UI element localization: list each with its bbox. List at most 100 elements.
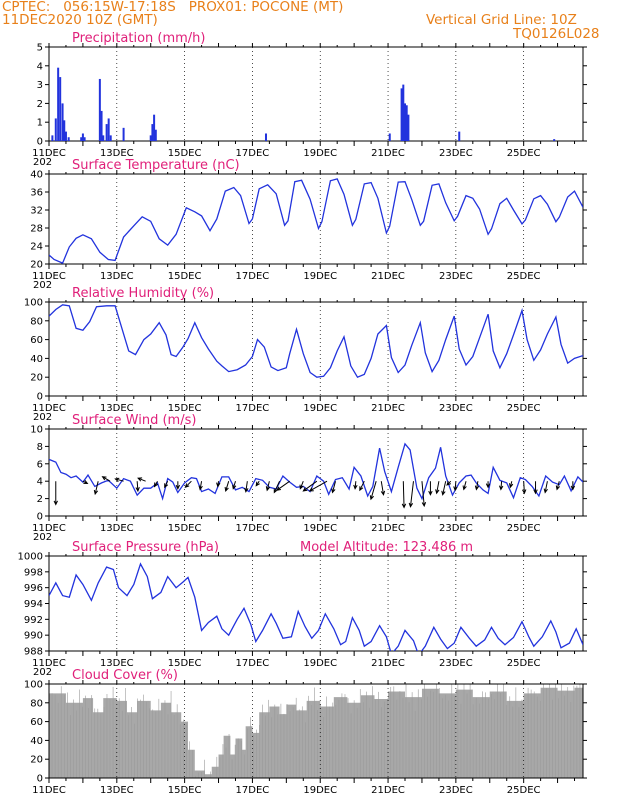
precip-bar xyxy=(151,124,154,141)
wind-vector-arrow xyxy=(137,477,146,482)
y-tick-label: 8 xyxy=(37,442,43,453)
panel-frame xyxy=(48,683,584,779)
wind-vector-arrow xyxy=(299,481,304,490)
x-tick-label: 25DEC xyxy=(507,523,541,534)
wind-vector-arrow xyxy=(474,481,480,491)
x-tick-label: 11DEC xyxy=(32,658,66,669)
wind-vector-arrow xyxy=(421,481,427,508)
x-tick-label: 25DEC xyxy=(507,148,541,159)
series-line xyxy=(49,442,583,501)
panel-3: 0 2 4 6 8 10 11DEC 13DEC 15DEC 17DEC 19DEC 21DEC 23D… xyxy=(30,413,587,543)
y-tick-label: 998 xyxy=(24,567,43,578)
precip-bar xyxy=(57,67,60,141)
wind-vector-arrow xyxy=(135,481,140,493)
wind-vector-arrow xyxy=(216,481,221,488)
y-tick-label: 4 xyxy=(37,61,43,72)
y-tick-label: 60 xyxy=(30,335,43,346)
wind-vector-arrow xyxy=(114,477,124,482)
wind-vector-arrow xyxy=(462,481,467,491)
wind-vector-arrow xyxy=(331,481,336,494)
y-tick-label: 28 xyxy=(30,224,43,235)
panel-4: 988 990 992 994 996 998 1000 11DEC 13DEC 15DEC 17D… xyxy=(18,540,587,678)
wind-vector-arrow xyxy=(435,481,440,495)
y-tick-label: 80 xyxy=(30,698,43,709)
precip-bar xyxy=(105,124,108,141)
wind-vector-arrow xyxy=(570,481,576,491)
y-tick-label: 32 xyxy=(30,206,43,217)
precip-bar xyxy=(51,135,54,141)
x-tick-label: 19DEC xyxy=(303,148,337,159)
x-tick-label: 21DEC xyxy=(371,148,405,159)
y-tick-label: 60 xyxy=(30,717,43,728)
x-tick-label: 19DEC xyxy=(303,785,337,796)
wind-vector-arrow xyxy=(164,480,169,489)
wind-vector-arrow xyxy=(244,481,249,493)
x-tick-label: 11DEC xyxy=(32,523,66,534)
precip-bar xyxy=(553,139,556,141)
year-label-cut: 202 xyxy=(33,412,52,423)
y-tick-label: 994 xyxy=(24,599,43,610)
x-tick-label: 25DEC xyxy=(507,658,541,669)
wind-vector-arrow xyxy=(533,481,538,495)
y-tick-label: 100 xyxy=(24,680,43,691)
x-tick-label: 19DEC xyxy=(303,658,337,669)
precip-bar xyxy=(109,135,112,141)
x-tick-label: 15DEC xyxy=(168,271,202,282)
wind-vector-arrow xyxy=(428,481,433,496)
x-tick-label: 17DEC xyxy=(236,403,270,414)
series-line xyxy=(49,178,583,264)
panel-title: Cloud Cover (%) xyxy=(72,668,178,683)
wind-vector-arrow xyxy=(522,481,527,495)
y-tick-label: 2 xyxy=(37,99,43,110)
x-tick-label: 25DEC xyxy=(507,403,541,414)
wind-vector-arrow xyxy=(380,481,386,496)
wind-vector-arrow xyxy=(308,480,328,492)
precip-bar xyxy=(264,133,267,141)
wind-vector-arrow xyxy=(302,480,318,492)
y-tick-label: 996 xyxy=(24,583,43,594)
y-tick-label: 24 xyxy=(30,242,43,253)
x-tick-label: 11DEC xyxy=(32,148,66,159)
x-tick-label: 21DEC xyxy=(371,523,405,534)
y-tick-label: 20 xyxy=(30,755,43,766)
y-tick-label: 988 xyxy=(24,647,43,658)
precip-bar xyxy=(149,135,152,141)
y-tick-label: 4 xyxy=(37,477,43,488)
panel-2: 0 20 40 60 80 100 11DEC 13DEC 15DEC 17DEC 19DEC 21D… xyxy=(24,286,587,423)
x-tick-label: 17DEC xyxy=(236,523,270,534)
wind-vector-arrow xyxy=(224,481,230,493)
precip-bar xyxy=(402,84,405,141)
wind-vector-arrow xyxy=(82,479,89,484)
x-tick-label: 13DEC xyxy=(100,523,134,534)
precip-bar xyxy=(61,103,64,141)
panel-frame xyxy=(48,555,584,652)
panel-title: Surface Pressure (hPa) xyxy=(72,540,219,555)
panel-title: Surface Wind (m/s) xyxy=(72,413,196,428)
x-tick-label: 13DEC xyxy=(100,785,134,796)
y-tick-label: 100 xyxy=(24,298,43,309)
wind-vector-arrow xyxy=(446,480,452,486)
precip-bar xyxy=(80,137,83,141)
y-tick-label: 20 xyxy=(30,260,43,271)
precip-bar xyxy=(388,133,391,141)
y-tick-label: 0 xyxy=(37,774,43,785)
y-tick-label: 2 xyxy=(37,494,43,505)
header-location: CPTEC: 056:15W-17:18S PROX01: POCONE (MT… xyxy=(2,0,344,15)
precip-bar xyxy=(54,118,57,141)
model-altitude: Model Altitude: 123.486 m xyxy=(300,540,473,555)
wind-vector-arrow xyxy=(198,481,203,491)
precip-bar xyxy=(63,120,66,141)
panel-frame xyxy=(48,173,584,265)
y-tick-label: 36 xyxy=(30,188,43,199)
wind-vector-arrow xyxy=(453,481,458,492)
wind-vector-arrow xyxy=(153,480,159,488)
y-tick-label: 990 xyxy=(24,631,43,642)
x-tick-label: 23DEC xyxy=(439,271,473,282)
wind-vector-arrow xyxy=(369,481,377,501)
precip-bar xyxy=(102,135,105,141)
x-tick-label: 19DEC xyxy=(303,271,337,282)
year-label-cut: 202 xyxy=(33,157,52,168)
wind-vector-arrow xyxy=(555,481,561,491)
x-tick-label: 25DEC xyxy=(507,785,541,796)
precip-bar xyxy=(83,137,86,141)
